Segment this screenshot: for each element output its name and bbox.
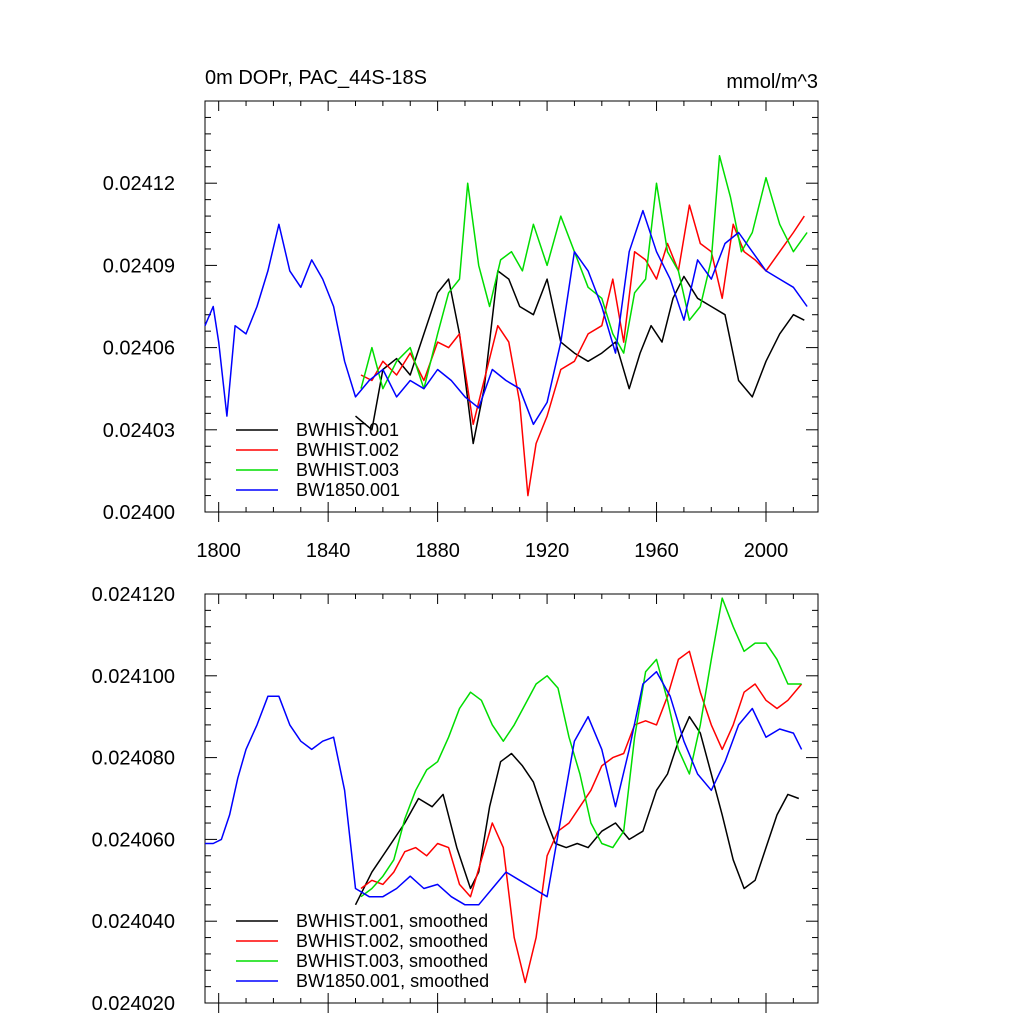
- y-tick-label: 0.024040: [92, 911, 175, 933]
- legend-label: BWHIST.002, smoothed: [296, 931, 488, 951]
- x-tick-label: 1920: [525, 540, 570, 562]
- series-line: [360, 650, 803, 984]
- y-tick-label: 0.02409: [103, 255, 175, 277]
- y-tick-label: 0.024060: [92, 829, 175, 851]
- y-tick-label: 0.02406: [103, 338, 175, 360]
- legend-label: BWHIST.003, smoothed: [296, 951, 488, 971]
- x-tick-label: 1800: [196, 540, 241, 562]
- y-tick-label: 0.024100: [92, 666, 175, 688]
- series-line: [204, 209, 808, 426]
- legend-label: BWHIST.002: [296, 440, 399, 460]
- units-label: mmol/m^3: [726, 71, 818, 93]
- series-line: [205, 670, 803, 906]
- plot-frame: [204, 593, 819, 1004]
- y-tick-label: 0.024120: [92, 584, 175, 606]
- y-tick-label: 0.02400: [103, 502, 175, 524]
- x-tick-label: 1960: [634, 540, 679, 562]
- y-tick-label: 0.02403: [103, 420, 175, 442]
- legend-label: BW1850.001, smoothed: [296, 971, 489, 991]
- y-tick-label: 0.02412: [103, 173, 175, 195]
- x-tick-label: 2000: [744, 540, 789, 562]
- chart-title: 0m DOPr, PAC_44S-18S: [205, 67, 427, 89]
- series-line: [355, 270, 805, 445]
- x-tick-label: 1880: [415, 540, 460, 562]
- legend-label: BWHIST.001: [296, 420, 399, 440]
- y-tick-label: 0.024080: [92, 748, 175, 770]
- legend-label: BW1850.001: [296, 480, 400, 500]
- x-tick-label: 1840: [306, 540, 351, 562]
- legend-label: BWHIST.001, smoothed: [296, 911, 488, 931]
- y-tick-label: 0.024020: [92, 993, 175, 1015]
- series-line: [360, 597, 802, 898]
- series-line: [360, 204, 805, 497]
- bottom-panel: 0.024020 0.024040 0.024060 0.024080 0.024100…: [92, 584, 819, 1015]
- top-panel: 0m DOPr, PAC_44S-18S mmol/m^3 1800 1840 18…: [103, 67, 819, 562]
- legend-label: BWHIST.003: [296, 460, 399, 480]
- series-line: [354, 715, 800, 906]
- series-line: [360, 155, 808, 390]
- plot-frame: [204, 100, 819, 513]
